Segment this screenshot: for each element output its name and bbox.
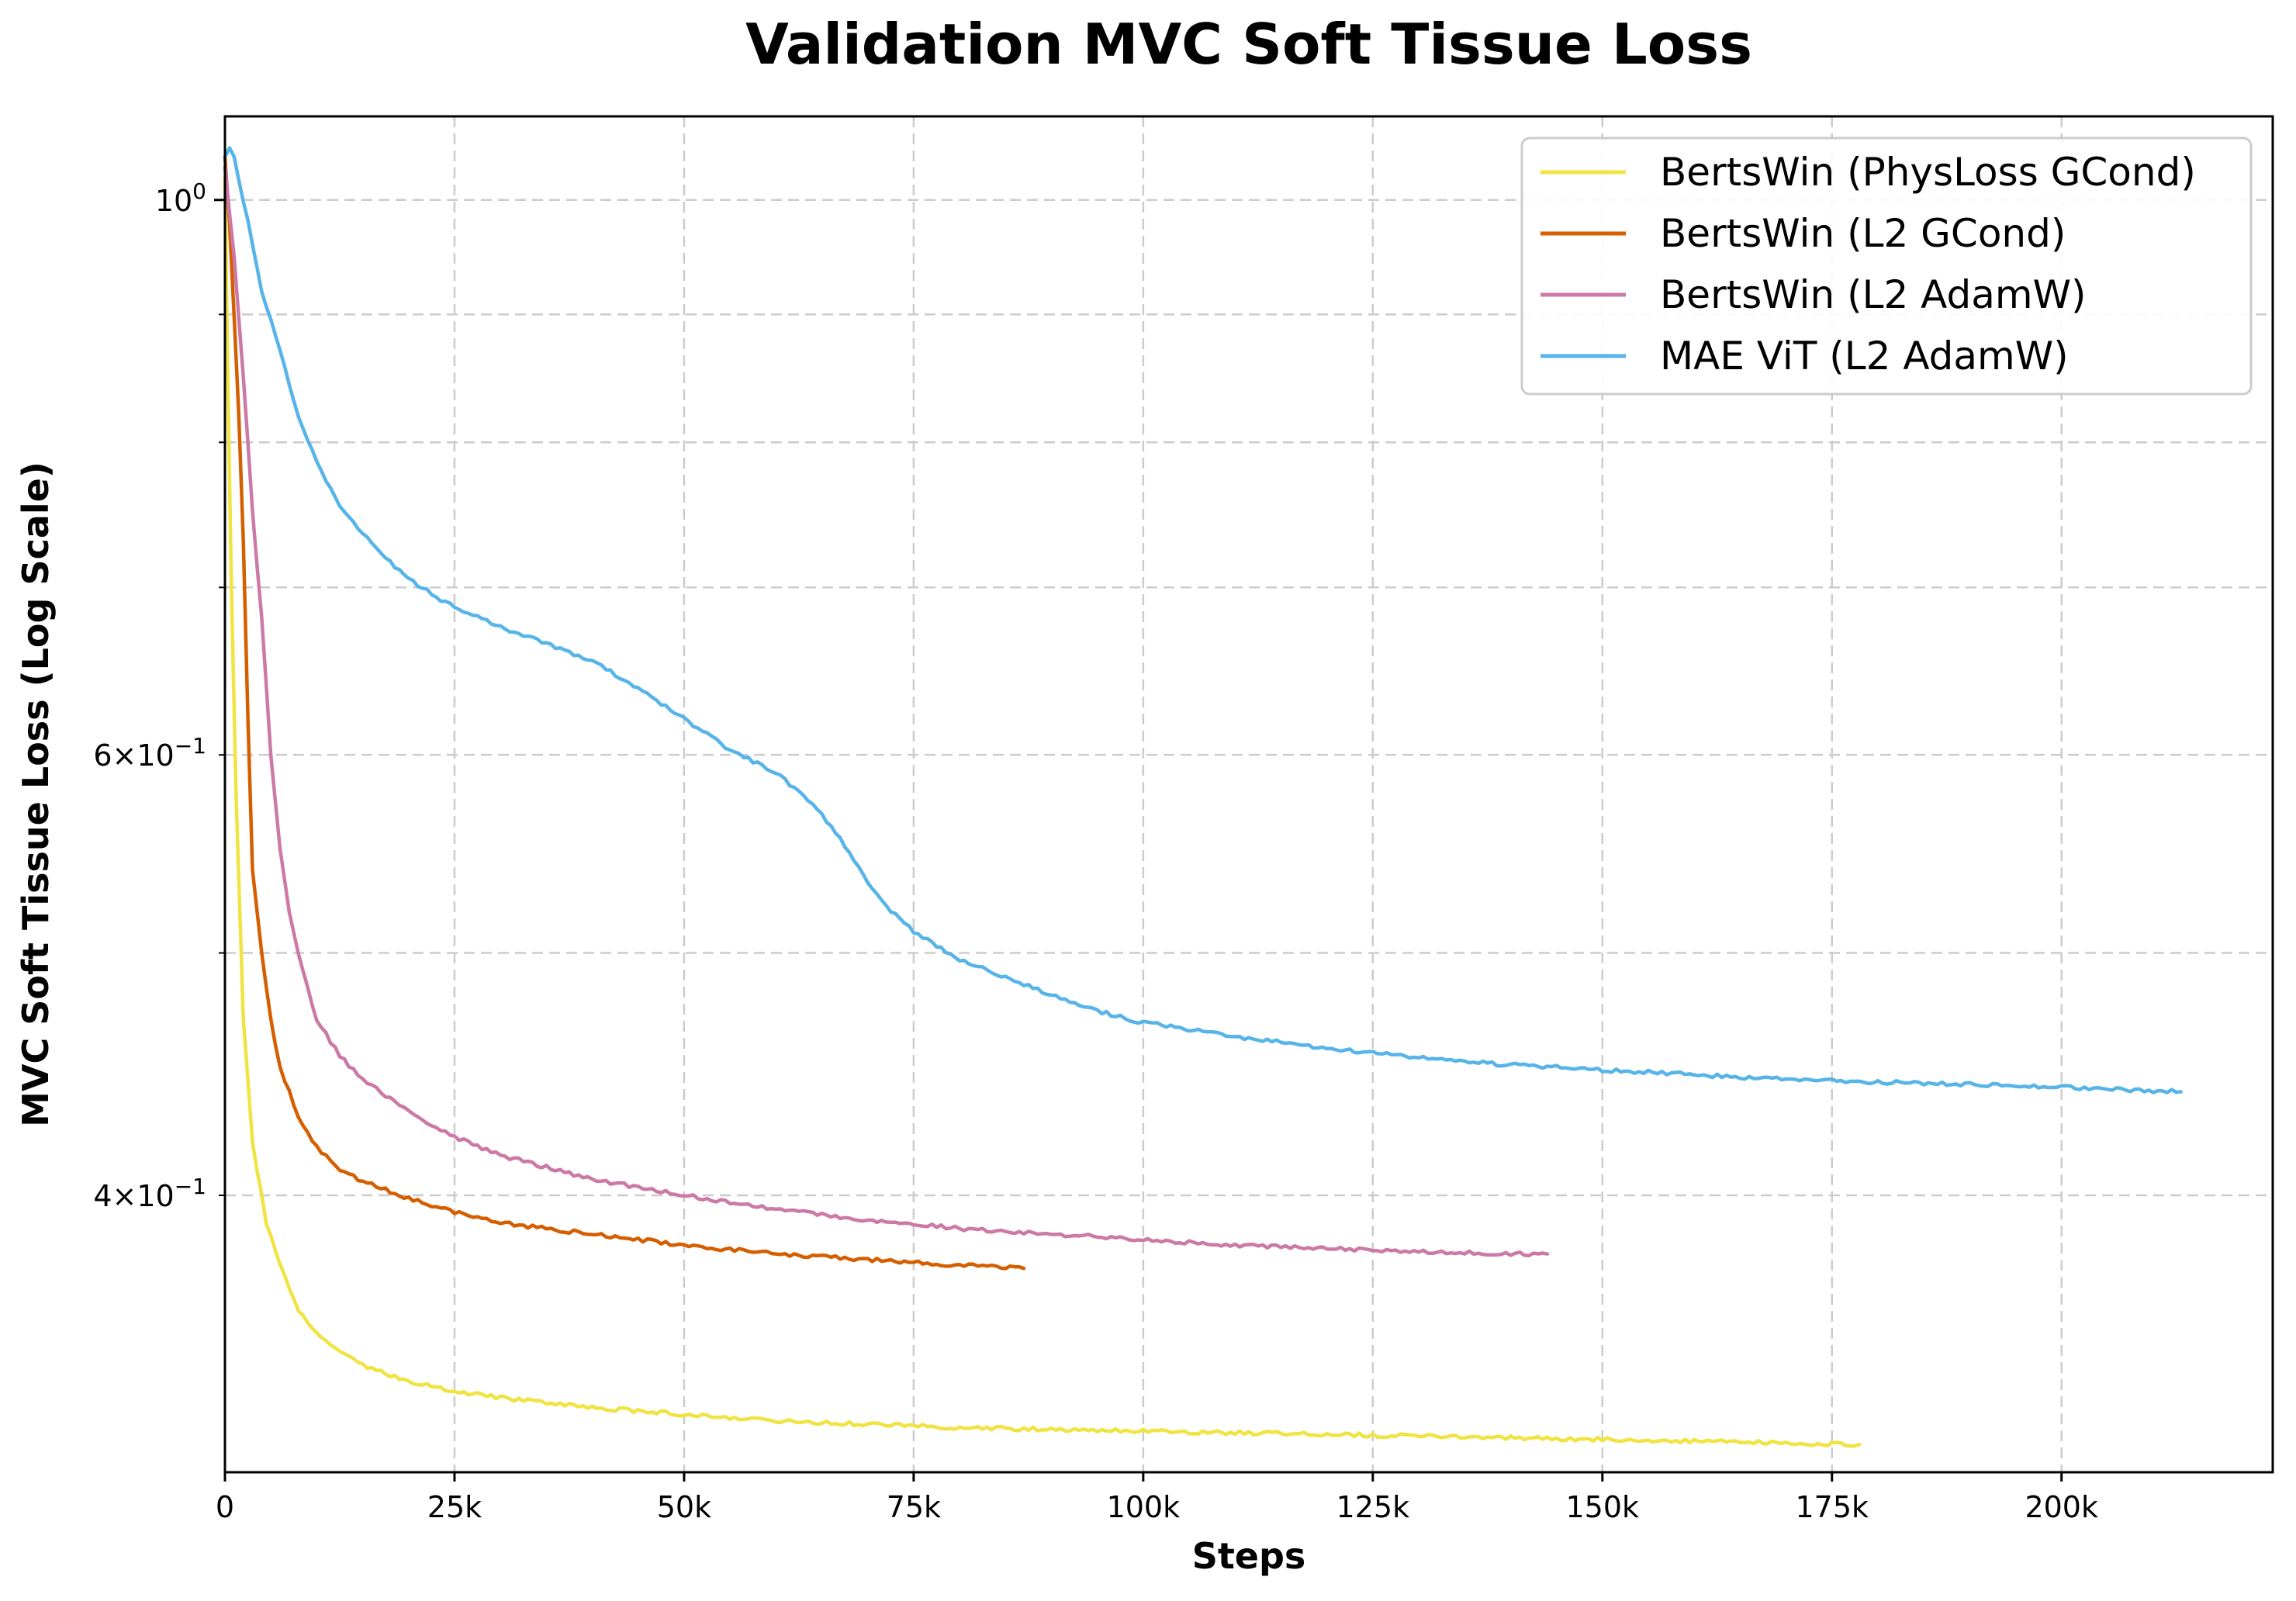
x-tick-label: 200k [2025, 1490, 2098, 1524]
x-tick-label: 0 [216, 1490, 234, 1524]
x-axis-label: Steps [1192, 1535, 1306, 1577]
y-tick-label: 100 [155, 178, 206, 218]
series-line-3 [223, 165, 1550, 1257]
x-tick-label: 175k [1795, 1490, 1869, 1524]
x-axis: 0 25k 50k 75k 100k 125k 150k 175k 200k [216, 1472, 2098, 1524]
grid [223, 116, 2273, 1472]
series-line-1 [223, 175, 1862, 1448]
x-tick-label: 125k [1336, 1490, 1410, 1524]
x-tick-label: 25k [427, 1490, 482, 1524]
legend-box [1520, 137, 2253, 396]
legend-label: MAE ViT (L2 AdamW) [1660, 334, 2069, 379]
series-group [223, 146, 2183, 1448]
y-tick-label: 4×10−1 [93, 1174, 206, 1213]
x-tick-label: 150k [1566, 1490, 1640, 1524]
series-line-2 [223, 154, 1026, 1271]
x-tick-label: 75k [887, 1490, 941, 1524]
x-tick-label: 50k [657, 1490, 711, 1524]
legend: BertsWin (PhysLoss GCond) BertsWin (L2 GC… [1520, 137, 2253, 396]
plot-area-frame [223, 115, 2274, 1474]
y-axis: 100 4×10−1 6×10−1 [93, 178, 225, 1213]
legend-label: BertsWin (PhysLoss GCond) [1660, 150, 2196, 195]
series-line-4 [223, 146, 2183, 1094]
y-tick-label: 6×10−1 [93, 733, 206, 773]
x-tick-label: 100k [1107, 1490, 1181, 1524]
y-axis-label: MVC Soft Tissue Loss (Log Scale) [15, 462, 57, 1127]
legend-label: BertsWin (L2 GCond) [1660, 211, 2066, 256]
legend-label: BertsWin (L2 AdamW) [1660, 272, 2087, 317]
chart-title: Validation MVC Soft Tissue Loss [745, 12, 1752, 77]
